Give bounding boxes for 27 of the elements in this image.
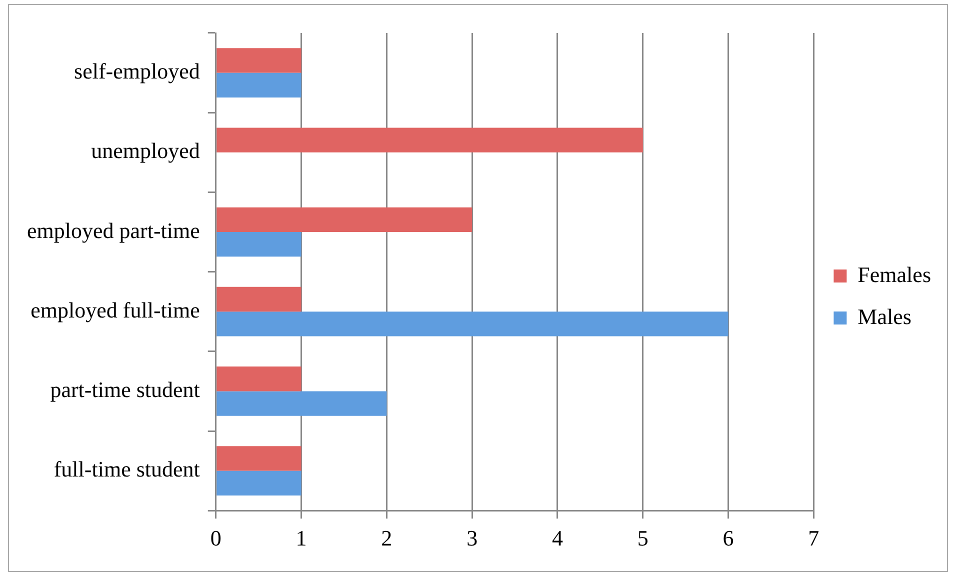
y-tick-label: employed part-time	[26, 218, 200, 243]
bar	[216, 470, 302, 496]
bar	[216, 48, 302, 73]
legend-label: Males	[858, 304, 912, 329]
x-tick-label: 2	[381, 526, 392, 551]
x-tick-label: 3	[466, 526, 478, 551]
x-tick-label: 6	[722, 526, 734, 551]
bar	[216, 391, 387, 416]
x-tick-label: 7	[808, 526, 820, 551]
bar	[216, 207, 472, 232]
bar	[216, 366, 302, 392]
bar	[216, 446, 302, 471]
y-tick-label: part-time student	[50, 376, 200, 402]
y-tick-label: employed full-time	[30, 297, 200, 322]
y-tick-label: self-employed	[74, 58, 200, 84]
bar	[216, 232, 302, 257]
legend-label: Females	[858, 262, 932, 287]
bar	[216, 286, 302, 312]
bar	[216, 72, 302, 98]
x-tick-label: 4	[552, 526, 563, 551]
y-tick-label: unemployed	[91, 138, 200, 164]
x-tick-label: 0	[210, 526, 222, 551]
x-tick-label: 1	[296, 526, 307, 551]
x-tick-label: 5	[637, 526, 648, 551]
bar	[216, 312, 728, 336]
bar	[216, 128, 643, 152]
y-tick-label: full-time student	[54, 456, 200, 482]
